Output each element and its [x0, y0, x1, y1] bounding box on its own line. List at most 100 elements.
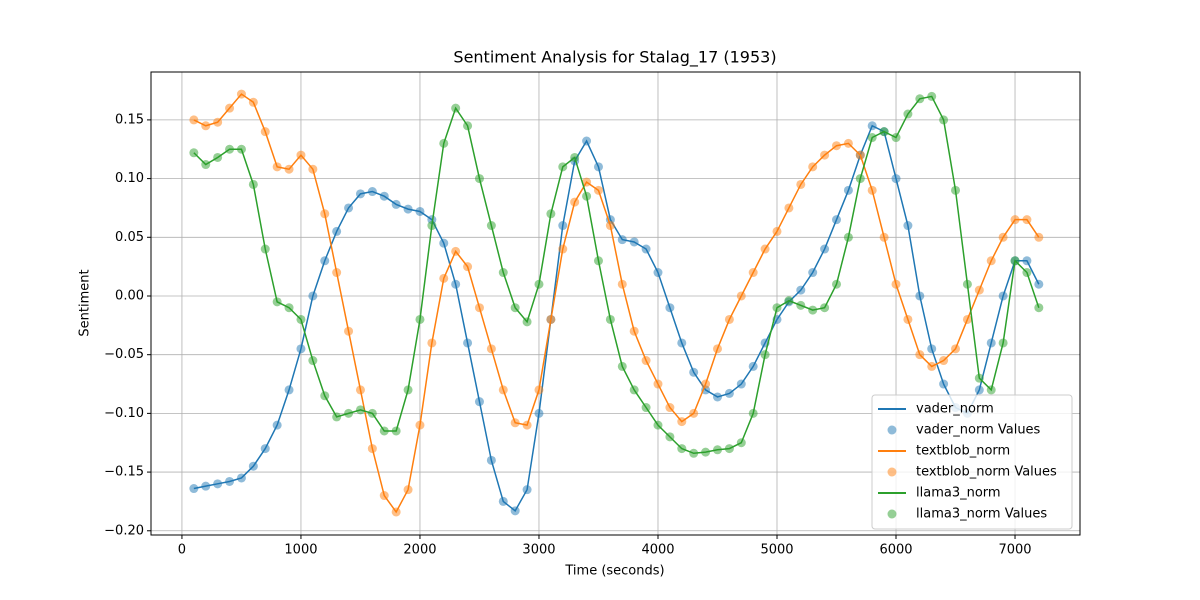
scatter-point — [939, 356, 949, 366]
scatter-point — [677, 417, 687, 427]
scatter-point — [260, 244, 270, 254]
legend-marker — [887, 509, 897, 519]
scatter-point — [998, 338, 1008, 348]
scatter-point — [843, 185, 853, 195]
scatter-point — [998, 232, 1008, 242]
scatter-point — [415, 314, 425, 324]
scatter-point — [355, 189, 365, 199]
scatter-point — [213, 479, 223, 489]
scatter-point — [213, 152, 223, 162]
scatter-point — [236, 144, 246, 154]
scatter-point — [927, 91, 937, 101]
scatter-point — [248, 179, 258, 189]
y-tick-label: −0.05 — [104, 347, 144, 362]
scatter-point — [641, 403, 651, 413]
scatter-point — [570, 152, 580, 162]
scatter-point — [701, 447, 711, 457]
scatter-point — [796, 179, 806, 189]
scatter-point — [463, 338, 473, 348]
series-line — [193, 93, 1040, 514]
scatter-point — [284, 385, 294, 395]
scatter-point — [962, 314, 972, 324]
legend-label: llama3_norm — [916, 486, 1001, 501]
scatter-point — [510, 506, 520, 516]
x-tick-label: 1000 — [284, 543, 317, 558]
scatter-point — [665, 303, 675, 313]
scatter-point — [701, 379, 711, 389]
scatter-point — [474, 174, 484, 184]
series-line — [193, 124, 1040, 512]
y-tick-label: 0.15 — [115, 112, 144, 127]
scatter-point — [760, 350, 770, 360]
scatter-point — [843, 232, 853, 242]
legend-marker — [887, 467, 897, 477]
scatter-point — [653, 379, 663, 389]
x-tick-label: 2000 — [403, 543, 436, 558]
scatter-point — [260, 444, 270, 454]
scatter-point — [617, 279, 627, 289]
scatter-point — [225, 144, 235, 154]
scatter-point — [1010, 215, 1020, 225]
scatter-point — [736, 438, 746, 448]
y-axis-label: Sentiment — [78, 269, 93, 336]
scatter-point — [724, 388, 734, 398]
legend-label: textblob_norm — [916, 444, 1010, 459]
scatter-point — [784, 296, 794, 306]
scatter-point — [974, 385, 984, 395]
scatter-point — [629, 326, 639, 336]
scatter-point — [403, 385, 413, 395]
scatter-point — [296, 150, 306, 160]
scatter-point — [427, 338, 437, 348]
scatter-point — [617, 235, 627, 245]
scatter-point — [867, 185, 877, 195]
y-tick-label: 0.10 — [115, 171, 144, 186]
legend-label: textblob_norm Values — [916, 465, 1057, 480]
scatter-point — [736, 291, 746, 301]
scatter-point — [498, 385, 508, 395]
scatter-point — [201, 121, 211, 131]
scatter-point — [534, 279, 544, 289]
scatter-point — [225, 476, 235, 486]
scatter-point — [486, 221, 496, 231]
scatter-point — [879, 232, 889, 242]
legend-box — [871, 394, 1073, 530]
scatter-point — [510, 418, 520, 428]
scatter-point — [522, 485, 532, 495]
legend-label: vader_norm — [916, 402, 994, 417]
scatter-point — [463, 262, 473, 272]
scatter-point — [391, 426, 401, 436]
scatter-point — [201, 160, 211, 170]
scatter-point — [951, 185, 961, 195]
scatter-point — [296, 344, 306, 354]
scatter-point — [463, 121, 473, 131]
scatter-point — [629, 237, 639, 247]
scatter-point — [558, 221, 568, 231]
scatter-point — [736, 379, 746, 389]
scatter-point — [391, 199, 401, 209]
scatter-point — [189, 148, 199, 158]
scatter-point — [855, 150, 865, 160]
scatter-point — [332, 412, 342, 422]
scatter-point — [236, 89, 246, 99]
scatter-point — [486, 344, 496, 354]
scatter-point — [593, 256, 603, 266]
scatter-point — [344, 326, 354, 336]
scatter-point — [332, 268, 342, 278]
scatter-point — [558, 244, 568, 254]
scatter-point — [451, 279, 461, 289]
scatter-point — [784, 203, 794, 213]
scatter-point — [439, 138, 449, 148]
scatter-point — [201, 481, 211, 491]
x-tick-label: 7000 — [998, 543, 1031, 558]
scatter-point — [760, 244, 770, 254]
scatter-point — [451, 246, 461, 256]
y-tick-label: 0.00 — [115, 288, 144, 303]
scatter-point — [355, 385, 365, 395]
scatter-point — [522, 317, 532, 327]
y-tick-label: 0.05 — [115, 230, 144, 245]
scatter-point — [712, 445, 722, 455]
scatter-point — [320, 209, 330, 219]
scatter-point — [1022, 268, 1032, 278]
scatter-point — [974, 373, 984, 383]
scatter-point — [391, 507, 401, 517]
